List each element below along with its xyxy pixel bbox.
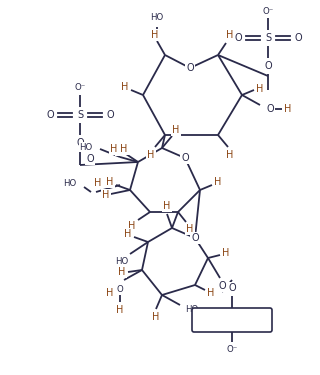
Text: HO: HO (63, 178, 76, 188)
Text: H: H (120, 144, 128, 154)
Text: O: O (228, 283, 236, 293)
Text: H: H (226, 150, 234, 160)
Text: HO: HO (79, 142, 92, 152)
Text: O⁻: O⁻ (226, 345, 238, 354)
Text: H: H (172, 125, 180, 135)
Text: O: O (266, 104, 274, 114)
Text: O: O (106, 110, 114, 120)
Text: H: H (147, 150, 155, 160)
Text: O⁻: O⁻ (262, 6, 274, 15)
Text: O: O (260, 313, 268, 323)
Text: H: H (128, 221, 136, 231)
Text: O: O (191, 233, 199, 243)
FancyBboxPatch shape (192, 308, 272, 332)
Text: H: H (151, 30, 159, 40)
Text: H: H (222, 248, 230, 258)
Text: H: H (152, 312, 160, 322)
Text: H: H (256, 84, 264, 94)
Text: H: H (94, 178, 102, 188)
Text: H: H (163, 201, 171, 211)
Text: S: S (229, 313, 235, 323)
Text: H: H (207, 288, 215, 298)
Text: H: H (102, 190, 110, 200)
Text: H: H (284, 104, 292, 114)
Text: H: H (116, 145, 124, 155)
Text: HO: HO (116, 258, 129, 267)
Text: H: H (121, 82, 129, 92)
Text: S: S (77, 110, 83, 120)
Text: H: H (118, 267, 126, 277)
Text: O: O (196, 313, 204, 323)
Text: O: O (294, 33, 302, 43)
Text: H: H (106, 288, 114, 298)
Text: O: O (116, 285, 124, 294)
Text: O: O (46, 110, 54, 120)
Text: O: O (76, 138, 84, 148)
Text: O: O (264, 61, 272, 71)
Text: H: H (226, 30, 234, 40)
Text: H: H (116, 305, 124, 315)
Text: O: O (186, 63, 194, 73)
Text: H: H (124, 229, 132, 239)
Text: O: O (218, 281, 226, 291)
Text: S: S (265, 33, 271, 43)
Text: H: H (214, 177, 222, 187)
Text: H: H (186, 224, 194, 234)
Text: O⁻: O⁻ (74, 84, 86, 93)
Text: H: H (106, 177, 114, 187)
Text: HO: HO (185, 304, 199, 313)
Text: H: H (110, 144, 118, 154)
Text: O: O (181, 153, 189, 163)
Text: HO: HO (150, 12, 164, 21)
Text: O: O (234, 33, 242, 43)
Text: O: O (86, 154, 94, 164)
